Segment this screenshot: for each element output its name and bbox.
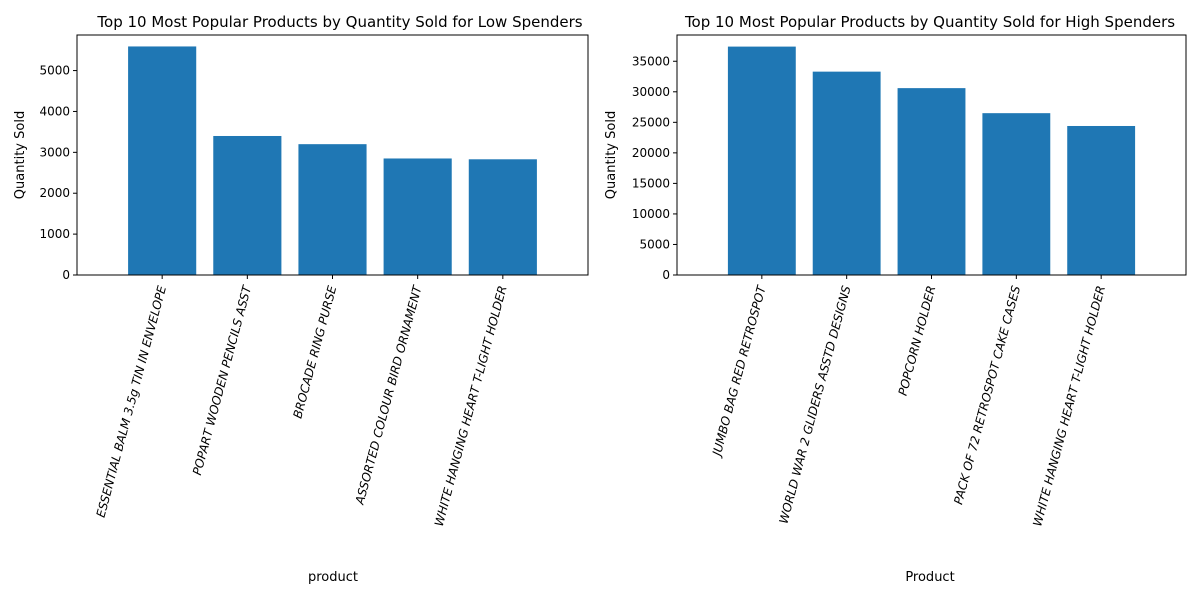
- x-tick-label: ASSORTED COLOUR BIRD ORNAMENT: [352, 283, 425, 507]
- chart-title: Top 10 Most Popular Products by Quantity…: [684, 13, 1175, 31]
- y-tick-label: 20000: [632, 146, 670, 160]
- bar: [468, 159, 537, 275]
- x-tick-label: POPCORN HOLDER: [896, 284, 939, 397]
- x-tick-label: PACK OF 72 RETROSPOT CAKE CASES: [951, 284, 1023, 506]
- x-axis-label: product: [308, 570, 358, 585]
- bar: [213, 135, 282, 275]
- y-tick-label: 3000: [39, 145, 70, 159]
- x-tick-label: ESSENTIAL BALM 3.5g TIN IN ENVELOPE: [94, 284, 170, 519]
- bar: [128, 46, 197, 276]
- y-tick-label: 2000: [39, 186, 70, 200]
- y-tick-label: 1000: [39, 227, 70, 241]
- y-axis-label: Quantity Sold: [13, 111, 28, 199]
- x-tick-label: WORLD WAR 2 GLIDERS ASSTD DESIGNS: [776, 284, 853, 525]
- x-tick-label: BROCADE RING PURSE: [290, 284, 339, 420]
- y-tick-label: 5000: [39, 64, 70, 78]
- bar: [383, 158, 452, 275]
- low-spenders-chart: Top 10 Most Popular Products by Quantity…: [13, 13, 589, 585]
- bar: [727, 46, 796, 275]
- bar: [812, 71, 881, 275]
- x-tick-label: POPART WOODEN PENCILS ASST: [190, 283, 255, 477]
- y-tick-label: 30000: [632, 85, 670, 99]
- y-tick-label: 10000: [632, 207, 670, 221]
- x-tick-label: WHITE HANGING HEART T-LIGHT HOLDER: [432, 284, 510, 528]
- y-tick-label: 0: [62, 268, 70, 282]
- y-tick-label: 4000: [39, 104, 70, 118]
- high-spenders-chart: Top 10 Most Popular Products by Quantity…: [604, 13, 1187, 585]
- y-tick-label: 35000: [632, 54, 670, 68]
- y-tick-label: 0: [662, 268, 670, 282]
- x-tick-label: WHITE HANGING HEART T-LIGHT HOLDER: [1030, 284, 1108, 528]
- y-axis-label: Quantity Sold: [604, 111, 619, 199]
- y-tick-label: 15000: [632, 176, 670, 190]
- chart-title: Top 10 Most Popular Products by Quantity…: [96, 13, 582, 31]
- x-axis-label: Product: [905, 570, 954, 585]
- bar: [897, 88, 966, 275]
- bar: [1067, 125, 1136, 276]
- y-tick-label: 5000: [639, 237, 670, 251]
- y-tick-label: 25000: [632, 115, 670, 129]
- x-tick-label: JUMBO BAG RED RETROSPOT: [709, 283, 769, 460]
- bar: [982, 113, 1051, 275]
- bar: [298, 144, 367, 275]
